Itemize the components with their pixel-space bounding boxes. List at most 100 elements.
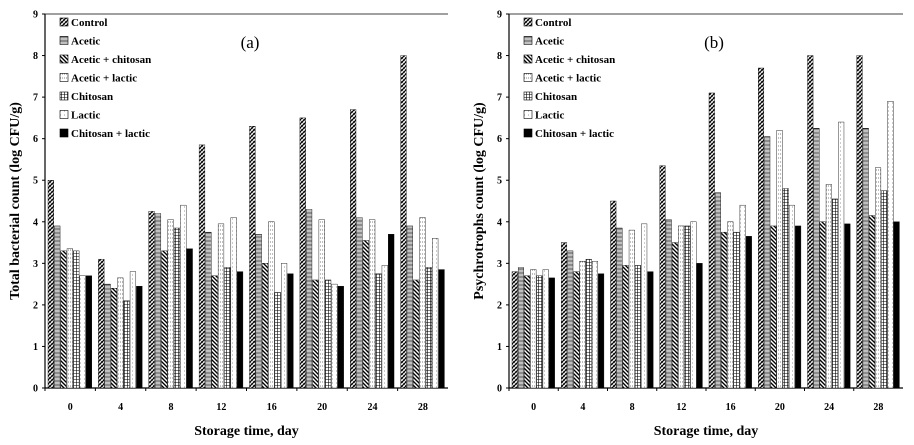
legend-label: Control: [535, 17, 571, 29]
bar-2-s6-c2: [647, 271, 654, 389]
x-tick-label: 24: [824, 402, 834, 413]
bar-1-s5-c0: [79, 275, 86, 389]
bar-2-s3-c2: [628, 229, 635, 389]
bar-1-s6-c2: [186, 248, 193, 389]
legend-label: Acetic + chitosan: [535, 54, 615, 66]
bar-2-s3-c7: [875, 167, 882, 389]
legend-label: Acetic + chitosan: [71, 54, 151, 66]
bar-2-s3-c6: [825, 184, 832, 389]
y-tick-label: 0: [497, 384, 502, 395]
bar-2-s1-c0: [517, 267, 524, 389]
bar-1-s1-c1: [104, 283, 111, 389]
bar-1-s1-c0: [54, 225, 61, 389]
bar-1-s6-c1: [136, 285, 143, 389]
legend-label: Chitosan + lactic: [535, 128, 614, 140]
bar-1-s3-c1: [117, 277, 124, 389]
bar-1-s2-c4: [261, 263, 269, 389]
bar-2-s4-c4: [733, 231, 740, 389]
x-tick-label: 0: [531, 402, 536, 413]
bar-2-s5-c2: [641, 223, 648, 389]
y-tick-label: 2: [33, 300, 38, 311]
bar-1-s4-c0: [73, 250, 80, 389]
x-tick-label: 20: [775, 402, 785, 413]
bar-1-s6-c6: [388, 234, 395, 389]
bar-1-s6-c5: [337, 285, 344, 389]
x-tick-label: 8: [630, 402, 635, 413]
bar-1-s6-c0: [85, 275, 92, 389]
bar-1-s1-c2: [154, 213, 162, 389]
bar-1-s4-c1: [123, 300, 130, 389]
y-axis-title: Total bacterial count (log CFU/g): [8, 102, 23, 300]
bar-1-s3-c7: [419, 217, 426, 389]
bar-1-s3-c6: [369, 219, 376, 389]
x-tick-label: 4: [118, 402, 123, 413]
panel-label: (b): [704, 33, 724, 52]
bar-1-s2-c3: [211, 275, 218, 389]
y-tick-label: 8: [497, 51, 502, 62]
bar-1-s0-c0: [47, 180, 54, 389]
bar-1-s0-c6: [350, 109, 357, 389]
y-tick-label: 2: [497, 300, 502, 311]
y-tick-label: 7: [497, 93, 502, 104]
legend: Control Acetic Acetic + chitosan Acetic + l…: [523, 17, 615, 140]
legend-swatch: [59, 54, 69, 64]
bar-2-s2-c1: [573, 271, 580, 389]
bar-1-s5-c3: [230, 217, 237, 389]
bar-1-s3-c2: [167, 219, 174, 389]
bar-2-s0-c1: [561, 242, 568, 389]
bar-2-s4-c0: [536, 275, 543, 389]
bar-2-s5-c4: [739, 204, 746, 389]
bar-2-s5-c3: [690, 221, 697, 389]
legend-label: Acetic: [71, 36, 100, 48]
legend-swatch: [59, 73, 69, 82]
legend-label: Chitosan + lactic: [71, 128, 150, 140]
legend-swatch: [59, 110, 69, 119]
x-axis-title: Storage time, day: [194, 424, 299, 439]
bar-2-s0-c7: [856, 55, 863, 389]
bar-2-s1-c6: [813, 128, 820, 389]
bar-2-s6-c5: [795, 225, 802, 389]
bar-1-s2-c2: [161, 250, 168, 389]
legend-label: Chitosan: [535, 91, 577, 103]
bar-1-s4-c3: [224, 267, 231, 389]
y-tick-label: 0: [33, 384, 38, 395]
bar-1-s2-c6: [362, 240, 369, 389]
bar-1-s1-c5: [306, 209, 313, 389]
y-tick-label: 5: [497, 176, 502, 187]
bar-1-s3-c5: [318, 219, 325, 389]
bar-2-s5-c6: [838, 121, 845, 389]
legend-swatch: [523, 73, 533, 82]
x-axis-title: Storage time, day: [654, 424, 759, 439]
x-tick-label: 28: [873, 402, 883, 413]
bar-1-s1-c6: [356, 217, 363, 389]
x-tick-label: 24: [367, 402, 377, 413]
bar-1-s4-c4: [274, 292, 281, 389]
bar-2-s2-c2: [622, 265, 629, 389]
legend-swatch: [59, 36, 69, 45]
legend-label: Acetic + lactic: [535, 73, 601, 85]
bar-1-s0-c3: [198, 144, 206, 389]
bar-1-s4-c2: [173, 227, 181, 389]
y-tick-label: 4: [497, 217, 502, 228]
x-tick-label: 20: [317, 402, 327, 413]
bar-1-s0-c1: [98, 258, 105, 389]
bar-2-s1-c1: [567, 250, 574, 389]
bar-2-s6-c4: [745, 236, 752, 389]
bar-2-s2-c4: [721, 231, 728, 389]
bar-1-s0-c2: [148, 211, 155, 389]
bar-1-s5-c6: [381, 265, 388, 389]
legend-swatch: [59, 128, 69, 138]
bar-2-s0-c2: [610, 200, 617, 389]
y-tick-label: 1: [33, 342, 38, 353]
bar-2-s0-c3: [659, 165, 666, 389]
x-tick-label: 28: [418, 402, 428, 413]
bar-2-s1-c3: [665, 219, 672, 389]
legend-label: Control: [71, 17, 107, 29]
legend: Control Acetic Acetic + chitosan Acetic + l…: [59, 17, 151, 140]
bar-2-s3-c4: [727, 221, 734, 389]
x-tick-label: 16: [726, 402, 736, 413]
bar-2-s2-c5: [770, 225, 777, 389]
